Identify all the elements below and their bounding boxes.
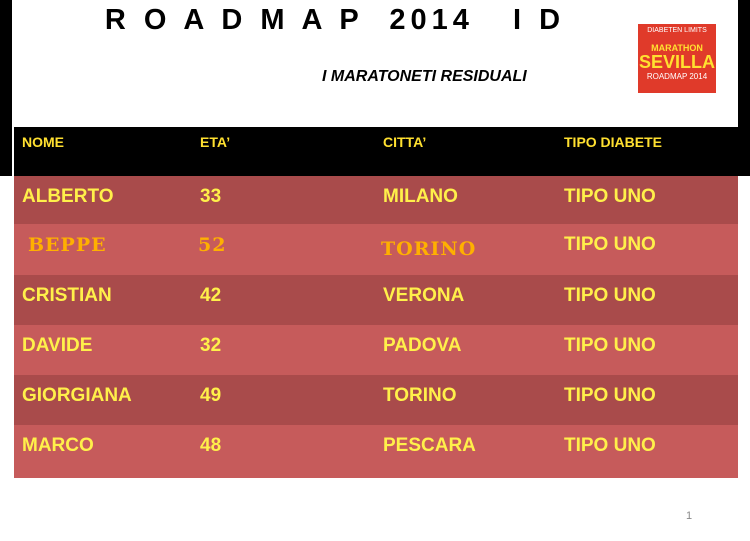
table-cell: 42 xyxy=(200,285,222,306)
table-cell: DAVIDE xyxy=(22,335,93,356)
table-header xyxy=(14,127,738,176)
table-row xyxy=(14,275,738,325)
table-cell: TIPO UNO xyxy=(564,385,656,406)
table-cell: TIPO UNO xyxy=(564,186,656,207)
logo-text: SEVILLA xyxy=(638,52,715,72)
logo-text: MARATHON xyxy=(651,43,703,53)
page-number: 1 xyxy=(686,510,693,522)
table-cell: PADOVA xyxy=(383,335,462,356)
table-cell: GIORGIANA xyxy=(22,385,132,406)
table-cell: 52 xyxy=(198,234,227,256)
table-cell: 49 xyxy=(200,385,222,406)
table-row xyxy=(14,375,738,425)
table-cell: TIPO UNO xyxy=(564,435,656,456)
table-cell: TORINO xyxy=(383,385,457,406)
logo-text: DIABETEN LIMITS xyxy=(647,27,707,34)
table-cell: TIPO UNO xyxy=(564,285,656,306)
table-cell: CRISTIAN xyxy=(22,285,112,306)
table-cell: TIPO UNO xyxy=(564,234,656,255)
table-row xyxy=(14,176,738,224)
table-row xyxy=(14,425,738,478)
table-cell: BEPPE xyxy=(28,234,107,256)
table-cell: 48 xyxy=(200,435,222,456)
table-cell: PESCARA xyxy=(383,435,476,456)
logo: DIABETEN LIMITS MARATHON SEVILLA ROADMAP… xyxy=(638,24,716,93)
column-header: TIPO DIABETE xyxy=(564,134,663,150)
table-cell: TIPO UNO xyxy=(564,335,656,356)
table-cell: MILANO xyxy=(383,186,458,207)
column-header: ETA’ xyxy=(200,134,231,150)
title: R O A D M A P 2014 I D xyxy=(104,4,566,36)
column-header: CITTA’ xyxy=(383,134,427,150)
table-cell: 33 xyxy=(200,186,222,207)
table-row xyxy=(14,224,738,275)
table-cell: MARCO xyxy=(22,435,94,456)
logo-text: ROADMAP 2014 xyxy=(646,72,708,81)
table-row xyxy=(14,325,738,375)
table-cell: ALBERTO xyxy=(22,186,114,207)
left-bar xyxy=(0,0,12,176)
column-header: NOME xyxy=(22,134,64,150)
table-cell: VERONA xyxy=(383,285,465,306)
table-cell: 32 xyxy=(200,335,222,356)
right-bar xyxy=(738,0,750,176)
table-cell: TORINO xyxy=(381,238,477,260)
subtitle: I MARATONETI RESIDUALI xyxy=(322,68,527,85)
